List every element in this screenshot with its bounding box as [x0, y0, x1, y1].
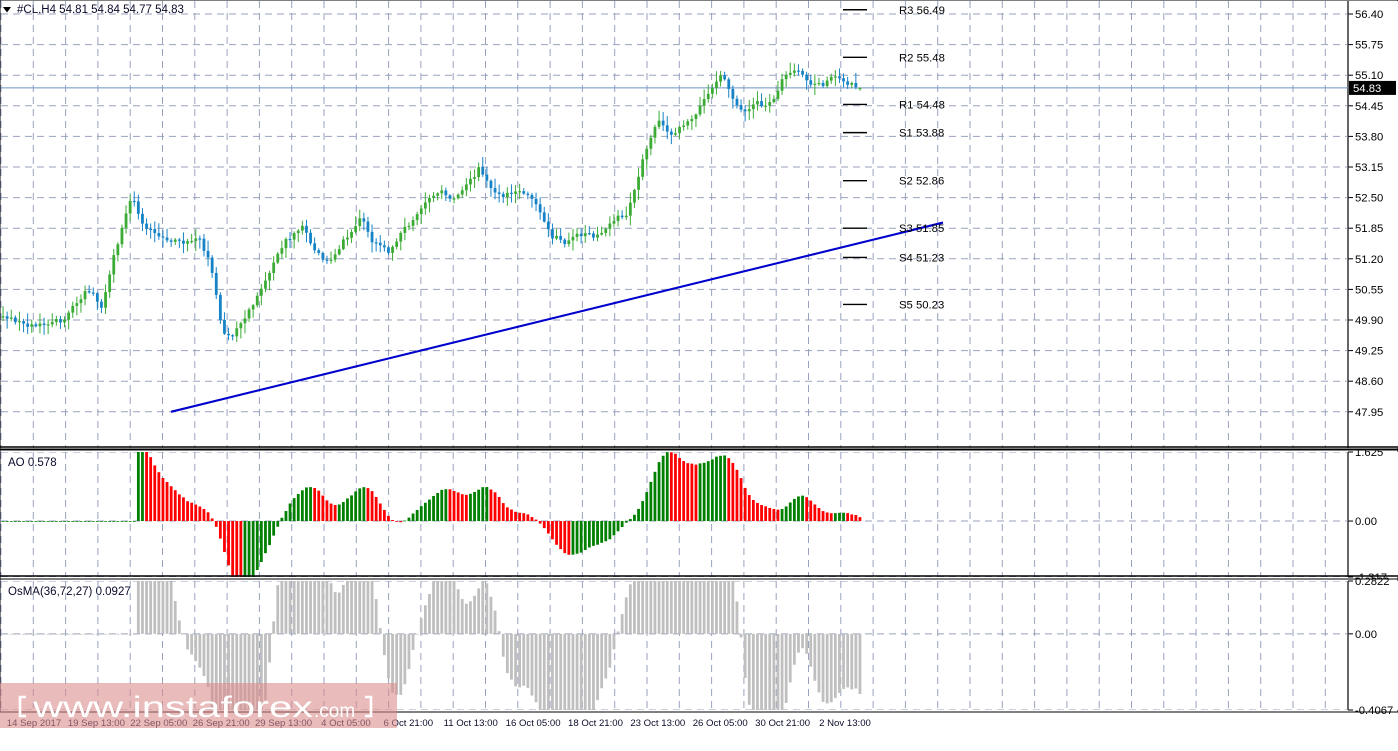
svg-text:55.10: 55.10	[1355, 70, 1383, 82]
svg-text:OsMA(36,72,27) 0.0927: OsMA(36,72,27) 0.0927	[8, 586, 131, 598]
svg-text:S4 51.23: S4 51.23	[899, 252, 944, 264]
svg-text:.com: .com	[314, 701, 355, 722]
svg-text:R2 55.48: R2 55.48	[899, 52, 945, 64]
svg-text:50.55: 50.55	[1355, 284, 1383, 296]
svg-text:AO 0.578: AO 0.578	[8, 457, 57, 469]
svg-text:53.15: 53.15	[1355, 162, 1383, 174]
svg-text:S2 52.86: S2 52.86	[899, 176, 944, 188]
svg-text:54.83: 54.83	[1353, 83, 1381, 95]
svg-text:52.50: 52.50	[1355, 193, 1383, 205]
svg-text:www.instaforex: www.instaforex	[32, 691, 313, 724]
svg-text:49.25: 49.25	[1355, 346, 1383, 358]
svg-text:S5 50.23: S5 50.23	[899, 299, 944, 311]
svg-text:56.40: 56.40	[1355, 9, 1383, 21]
svg-text:54.45: 54.45	[1355, 101, 1383, 113]
svg-text:51.20: 51.20	[1355, 254, 1383, 266]
svg-text:23 Oct 13:00: 23 Oct 13:00	[630, 718, 685, 729]
svg-text:0.00: 0.00	[1355, 516, 1377, 528]
svg-text:51.85: 51.85	[1355, 223, 1383, 235]
svg-text:-0.4067: -0.4067	[1355, 705, 1393, 717]
svg-text:11 Oct 13:00: 11 Oct 13:00	[444, 718, 498, 729]
svg-text:55.75: 55.75	[1355, 40, 1383, 52]
svg-text:30 Oct 21:00: 30 Oct 21:00	[755, 718, 810, 729]
svg-text:R3 56.49: R3 56.49	[899, 5, 945, 17]
svg-text:1.625: 1.625	[1355, 447, 1383, 459]
svg-text:0.2822: 0.2822	[1355, 576, 1390, 588]
svg-text:49.90: 49.90	[1355, 315, 1383, 327]
svg-text:16 Oct 05:00: 16 Oct 05:00	[506, 718, 561, 729]
svg-text:S1 53.88: S1 53.88	[899, 128, 944, 140]
svg-text:26 Oct 05:00: 26 Oct 05:00	[693, 718, 748, 729]
svg-text:47.95: 47.95	[1355, 407, 1383, 419]
svg-text:R1 54.48: R1 54.48	[899, 99, 945, 111]
svg-text:S3 51.85: S3 51.85	[899, 223, 944, 235]
svg-text:48.60: 48.60	[1355, 376, 1383, 388]
svg-text:2 Nov 13:00: 2 Nov 13:00	[819, 718, 871, 729]
svg-text:0.00: 0.00	[1355, 629, 1377, 641]
svg-text:53.80: 53.80	[1355, 131, 1383, 143]
svg-text:18 Oct 21:00: 18 Oct 21:00	[568, 718, 623, 729]
